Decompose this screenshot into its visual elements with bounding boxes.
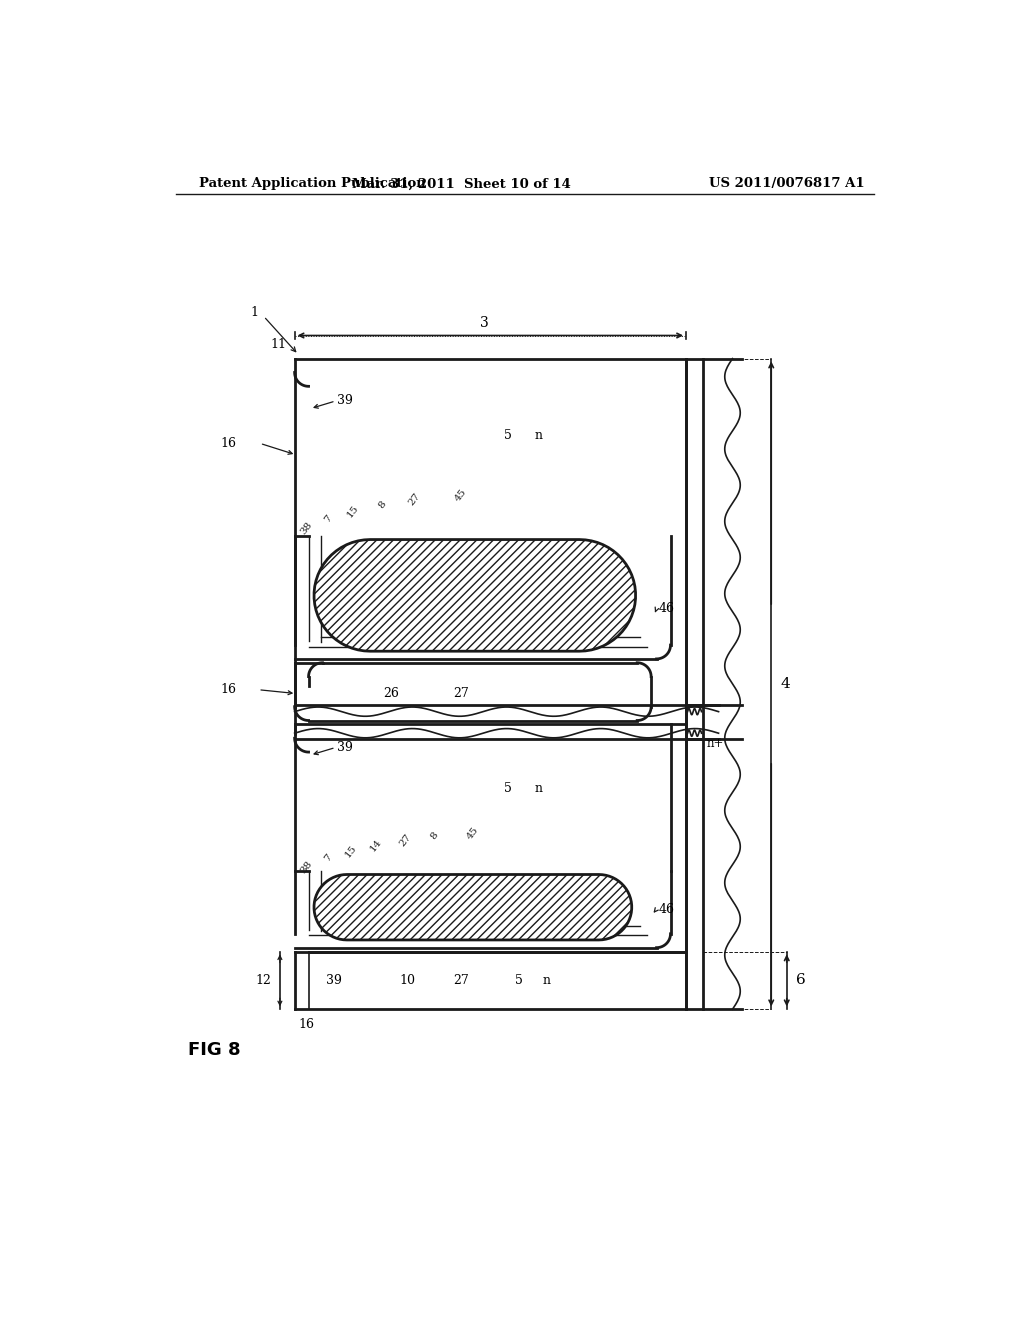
Text: 16: 16 (220, 437, 237, 450)
Text: 39: 39 (337, 395, 353, 408)
Text: 11: 11 (271, 338, 287, 351)
Text: 7: 7 (323, 853, 334, 863)
Text: Patent Application Publication: Patent Application Publication (200, 177, 426, 190)
Text: 10: 10 (399, 974, 415, 987)
Text: 5: 5 (504, 429, 512, 442)
Text: 15: 15 (345, 503, 360, 519)
Text: 16: 16 (299, 1019, 314, 1031)
Text: 27: 27 (398, 832, 413, 847)
Text: 39: 39 (326, 974, 341, 987)
Text: 15: 15 (344, 843, 358, 859)
Text: 3: 3 (480, 315, 488, 330)
Text: 39: 39 (337, 741, 353, 754)
Text: 27: 27 (454, 686, 469, 700)
Text: 8: 8 (428, 830, 439, 841)
Text: 27: 27 (408, 491, 422, 507)
Text: 38: 38 (299, 520, 314, 536)
Text: n: n (543, 974, 551, 987)
Polygon shape (314, 875, 632, 940)
Text: 26: 26 (384, 686, 399, 700)
Polygon shape (314, 540, 636, 651)
Text: 7: 7 (323, 513, 334, 524)
Text: n: n (535, 781, 543, 795)
Text: n+: n+ (707, 737, 724, 750)
Text: 45: 45 (454, 487, 469, 504)
Text: 38: 38 (299, 859, 314, 875)
Text: 4: 4 (780, 677, 791, 690)
Text: n: n (535, 429, 543, 442)
Text: 6: 6 (796, 973, 806, 987)
Text: 8: 8 (377, 499, 388, 511)
Text: FIG 8: FIG 8 (188, 1041, 241, 1059)
Text: 16: 16 (220, 684, 237, 696)
Text: US 2011/0076817 A1: US 2011/0076817 A1 (710, 177, 865, 190)
Text: 5: 5 (504, 781, 512, 795)
Text: 46: 46 (658, 903, 675, 916)
Text: 46: 46 (658, 602, 675, 615)
Text: Mar. 31, 2011  Sheet 10 of 14: Mar. 31, 2011 Sheet 10 of 14 (352, 177, 570, 190)
Text: 1: 1 (250, 306, 258, 319)
Text: 5: 5 (515, 974, 523, 987)
Text: 27: 27 (454, 974, 469, 987)
Text: 14: 14 (369, 837, 384, 853)
Text: 12: 12 (256, 974, 271, 987)
Text: 45: 45 (465, 826, 480, 842)
